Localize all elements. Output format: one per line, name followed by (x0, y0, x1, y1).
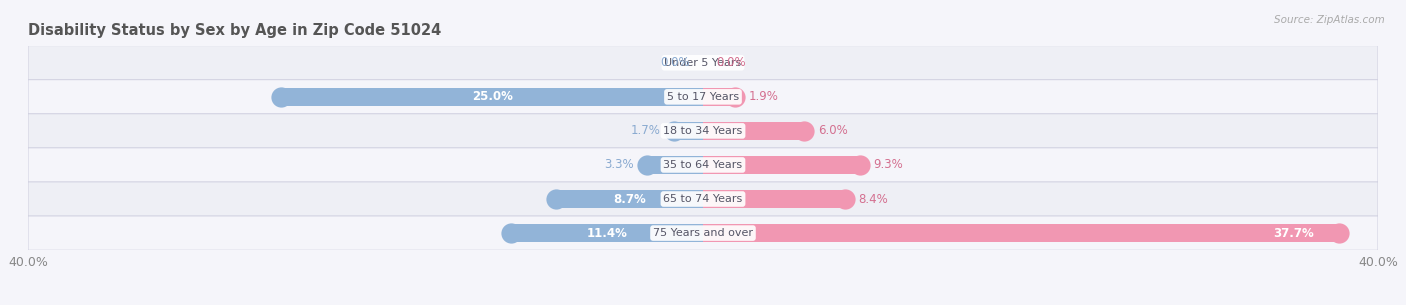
FancyBboxPatch shape (28, 216, 1378, 250)
Text: 3.3%: 3.3% (605, 159, 634, 171)
FancyBboxPatch shape (28, 148, 1378, 182)
Bar (557, 190, 703, 208)
Bar (703, 224, 1339, 242)
Text: 65 to 74 Years: 65 to 74 Years (664, 194, 742, 204)
Bar (281, 88, 703, 106)
Text: 8.4%: 8.4% (858, 192, 889, 206)
Text: 0.0%: 0.0% (659, 56, 689, 69)
Bar (703, 88, 735, 106)
FancyBboxPatch shape (28, 182, 1378, 216)
Text: 8.7%: 8.7% (613, 192, 645, 206)
Text: Disability Status by Sex by Age in Zip Code 51024: Disability Status by Sex by Age in Zip C… (28, 23, 441, 38)
FancyBboxPatch shape (28, 46, 1378, 80)
Text: 9.3%: 9.3% (873, 159, 903, 171)
Text: 1.9%: 1.9% (748, 90, 779, 103)
Text: 35 to 64 Years: 35 to 64 Years (664, 160, 742, 170)
Text: 1.7%: 1.7% (631, 124, 661, 137)
Text: Under 5 Years: Under 5 Years (665, 58, 741, 68)
Text: 5 to 17 Years: 5 to 17 Years (666, 92, 740, 102)
Text: 75 Years and over: 75 Years and over (652, 228, 754, 238)
Bar (675, 122, 703, 140)
Bar (703, 190, 845, 208)
Text: 25.0%: 25.0% (471, 90, 513, 103)
Text: 18 to 34 Years: 18 to 34 Years (664, 126, 742, 136)
FancyBboxPatch shape (28, 80, 1378, 114)
Bar (510, 224, 703, 242)
Bar (703, 122, 804, 140)
Text: 37.7%: 37.7% (1272, 227, 1313, 239)
Bar (647, 156, 703, 174)
Bar (703, 156, 860, 174)
FancyBboxPatch shape (28, 114, 1378, 148)
Text: Source: ZipAtlas.com: Source: ZipAtlas.com (1274, 15, 1385, 25)
Text: 11.4%: 11.4% (586, 227, 627, 239)
Text: 6.0%: 6.0% (818, 124, 848, 137)
Text: 0.0%: 0.0% (717, 56, 747, 69)
